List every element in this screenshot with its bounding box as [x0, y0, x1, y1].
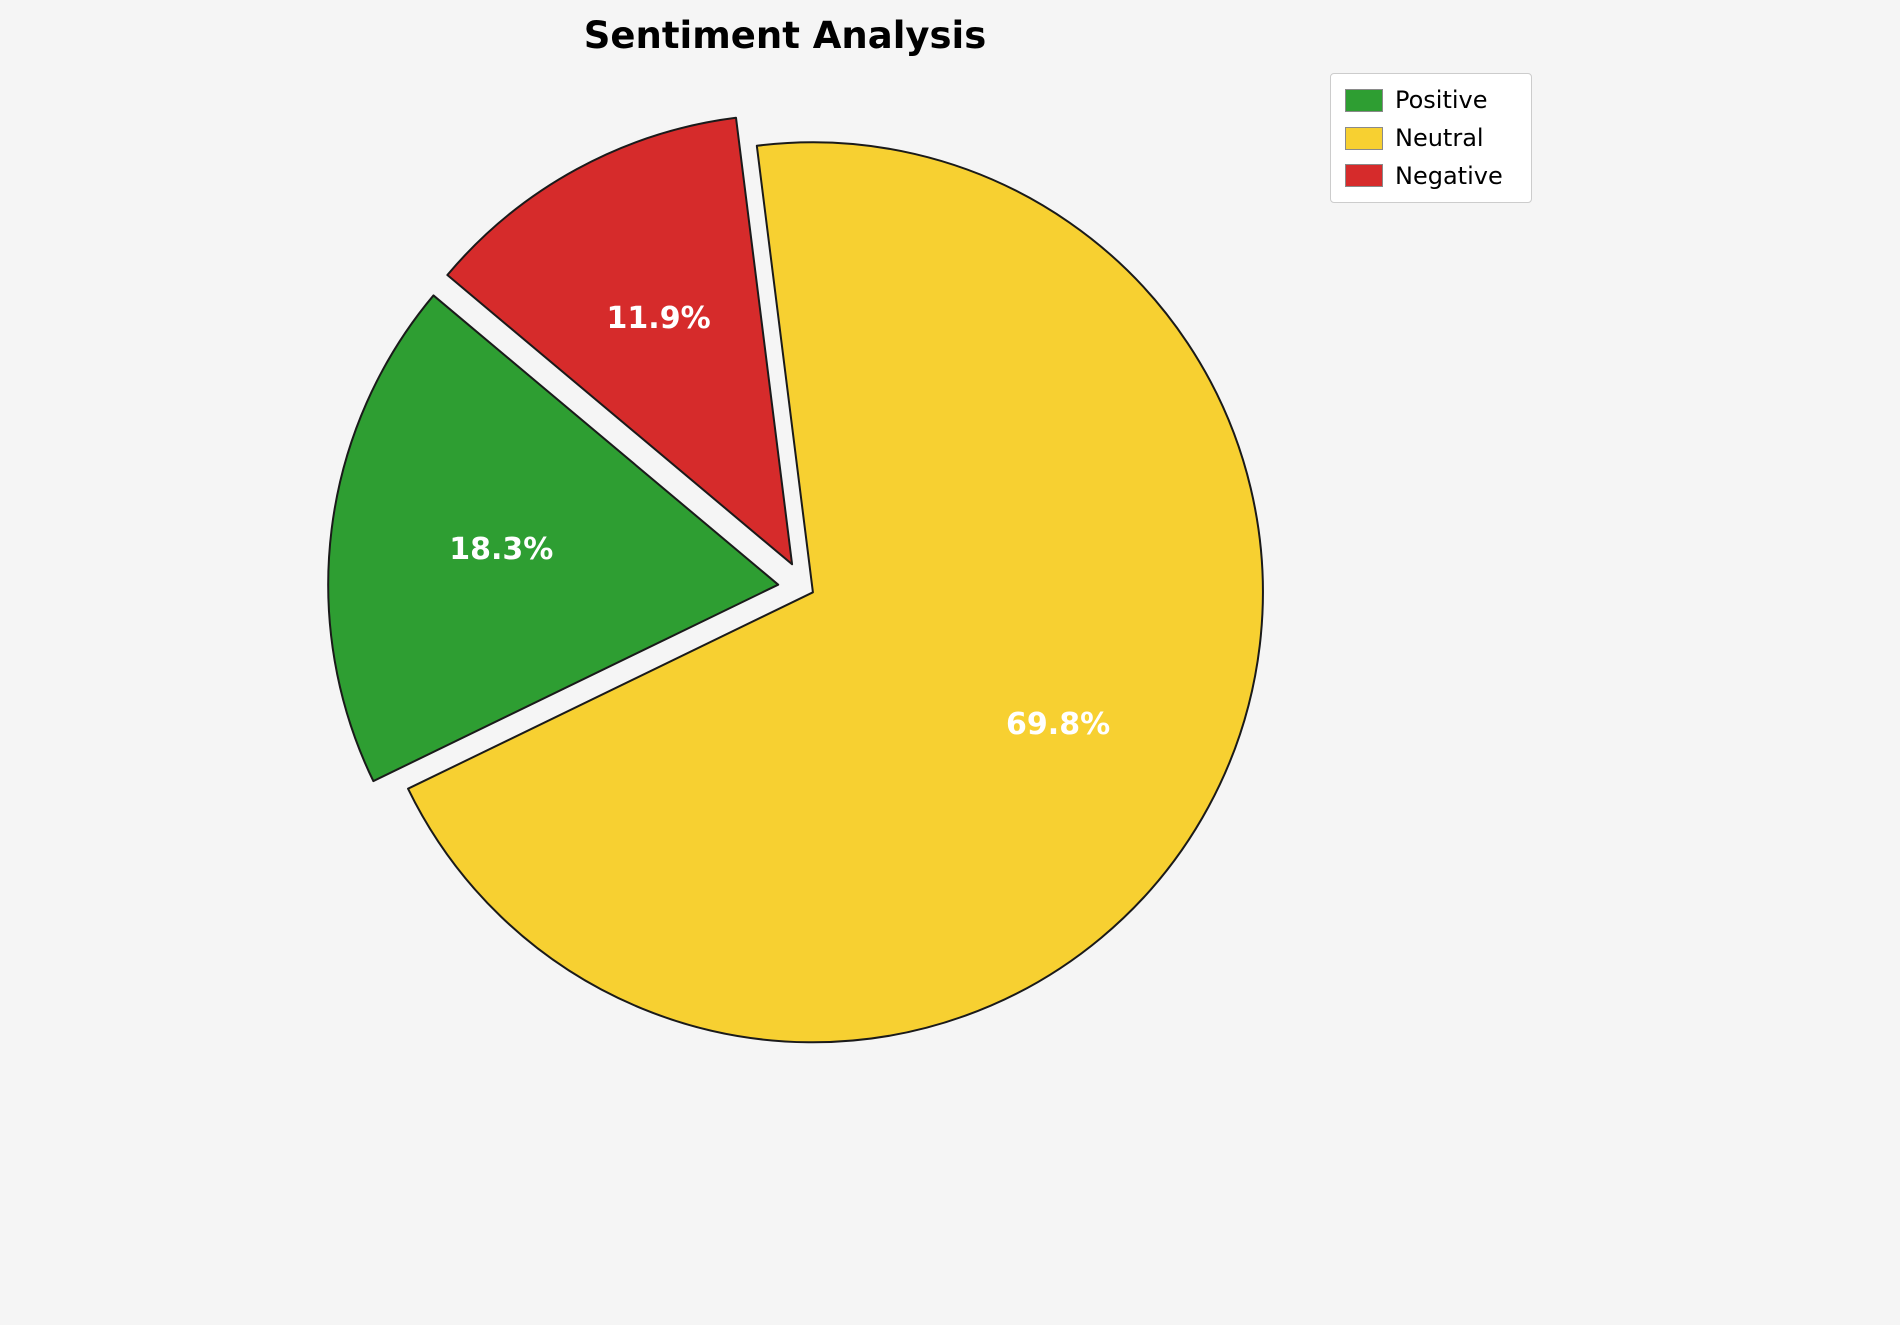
legend-label-positive: Positive — [1395, 86, 1488, 114]
legend-swatch-neutral — [1345, 126, 1383, 150]
slice-label-negative: 11.9% — [607, 301, 711, 336]
legend-swatch-positive — [1345, 88, 1383, 112]
legend-label-neutral: Neutral — [1395, 123, 1484, 152]
legend-label-negative: Negative — [1395, 161, 1503, 190]
legend-item-negative: Negative — [1345, 162, 1517, 191]
legend-item-positive: Positive — [1345, 86, 1517, 115]
legend-item-neutral: Neutral — [1345, 124, 1517, 153]
slice-label-neutral: 69.8% — [1006, 707, 1110, 742]
pie-slice-positive — [327, 294, 780, 783]
pie-slice-negative — [446, 116, 794, 566]
legend: Positive Neutral Negative — [1330, 73, 1532, 204]
legend-swatch-negative — [1345, 164, 1383, 188]
pie-slice-neutral — [407, 141, 1264, 1044]
slice-label-positive: 18.3% — [449, 532, 553, 567]
chart-title: Sentiment Analysis — [583, 14, 987, 57]
